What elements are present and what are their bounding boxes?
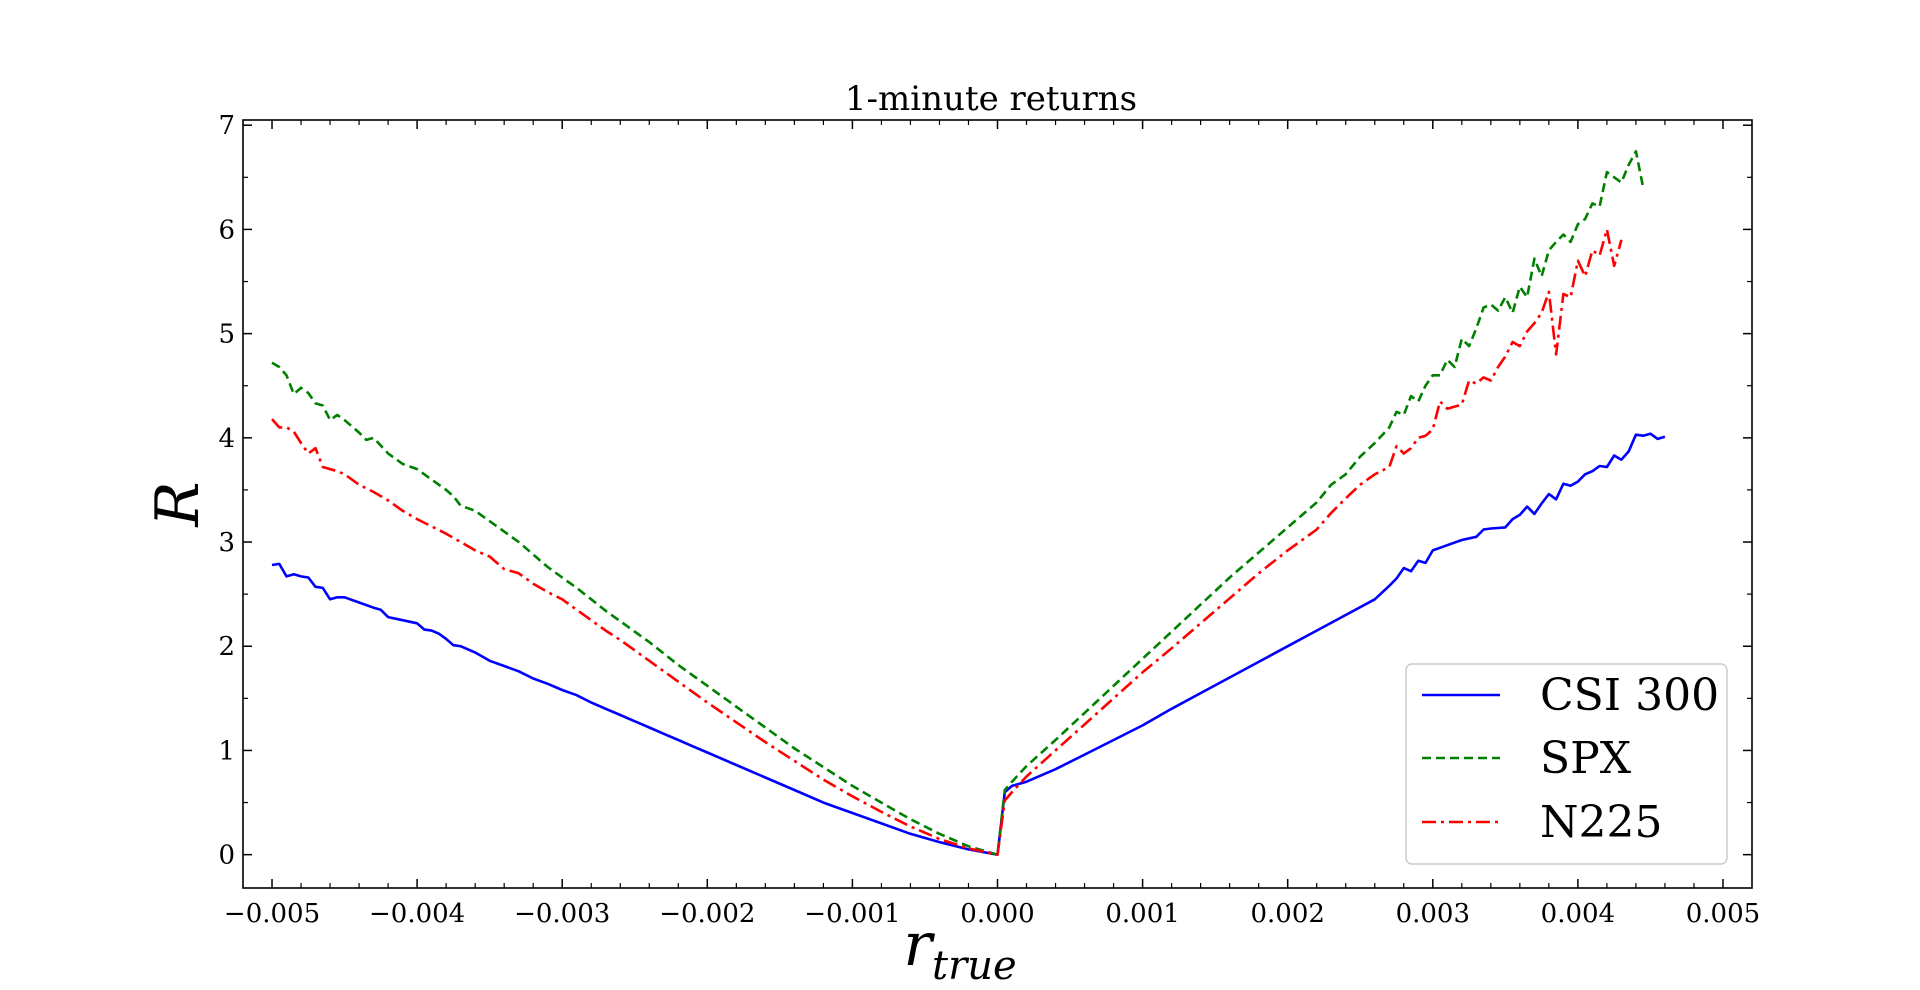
legend-label-n225: N225: [1540, 797, 1662, 848]
legend-box: [1405, 663, 1728, 865]
x-tick-label: −0.005: [224, 899, 320, 929]
y-tick-label: 1: [218, 736, 235, 766]
y-tick-label: 7: [218, 111, 235, 141]
x-tick-label: 0.001: [1105, 899, 1179, 929]
chart-title: 1-minute returns: [845, 79, 1137, 119]
x-tick-label: 0.000: [960, 899, 1034, 929]
legend-label-spx: SPX: [1540, 733, 1632, 784]
y-tick-label: 4: [218, 424, 235, 454]
x-axis-title-subscript: true: [932, 943, 1017, 985]
x-tick-label: 0.003: [1396, 899, 1470, 929]
x-tick-label: −0.003: [514, 899, 610, 929]
x-tick-label: 0.004: [1541, 899, 1615, 929]
y-tick-label: 3: [218, 528, 235, 558]
y-axis: 0 1 2 3 4 5 6 7: [218, 111, 1752, 871]
x-tick-label: −0.004: [369, 899, 465, 929]
series-line-n225: [271, 228, 1623, 856]
x-tick-label: 0.005: [1686, 899, 1760, 929]
y-tick-label: 5: [218, 320, 235, 350]
plot-lines: [271, 150, 1666, 856]
legend: CSI 300 SPX N225: [1405, 663, 1728, 865]
x-tick-label: −0.002: [659, 899, 755, 929]
x-tick-label: 0.002: [1250, 899, 1324, 929]
x-axis-title: rtrue: [903, 910, 1016, 985]
y-axis-title: R: [143, 481, 213, 527]
x-axis: −0.005 −0.004 −0.003 −0.002 −0.001 0.000 0.001…: [224, 120, 1760, 929]
y-tick-label: 6: [218, 215, 235, 245]
legend-label-csi300: CSI 300: [1540, 670, 1719, 721]
x-axis-title-main: r: [903, 910, 935, 980]
series-line-spx: [271, 150, 1645, 856]
x-tick-label: −0.001: [804, 899, 900, 929]
y-tick-label: 2: [218, 632, 235, 662]
y-tick-label: 0: [218, 841, 235, 871]
